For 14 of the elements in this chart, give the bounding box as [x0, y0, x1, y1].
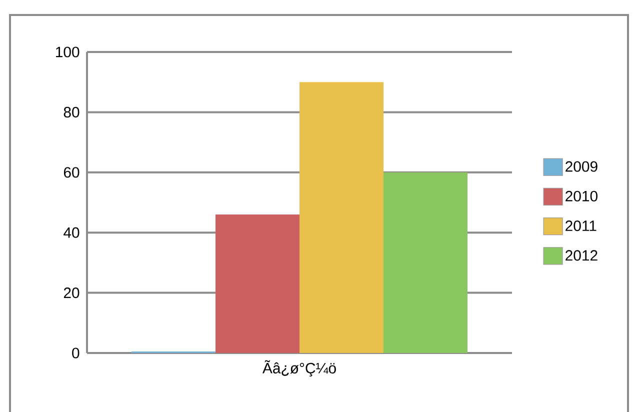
y-tick-label: 100 [56, 46, 80, 58]
legend-label: 2011 [566, 220, 596, 232]
bar [216, 214, 300, 353]
bar [384, 172, 468, 353]
y-tick-label: 0 [72, 348, 80, 358]
y-tick-label: 40 [64, 227, 80, 238]
x-tick-label: Ãâ¿ø°Ç¼ö [262, 360, 336, 376]
y-tick-label: 80 [64, 106, 80, 118]
bar [300, 82, 384, 353]
legend-label: 2009 [566, 161, 598, 172]
legend-label: 2010 [566, 190, 598, 202]
legend-label: 2012 [566, 250, 598, 261]
y-tick-label: 60 [64, 167, 80, 178]
y-tick-label: 20 [64, 288, 80, 298]
